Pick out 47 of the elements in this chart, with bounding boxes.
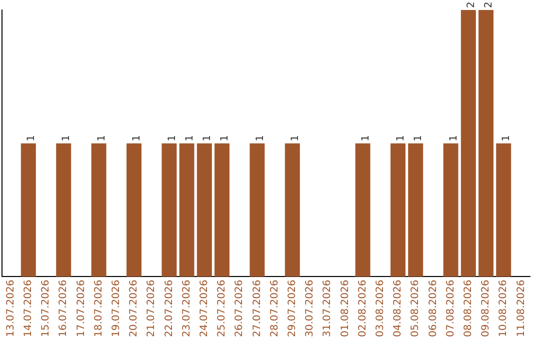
data-label: 2 [484, 2, 495, 8]
x-tick-label: 21.07.2026 [146, 280, 158, 338]
x-tick-label: 20.07.2026 [128, 280, 140, 338]
x-tick-label: 17.07.2026 [76, 280, 87, 338]
x-tick-label: 01.08.2026 [340, 280, 351, 338]
data-label: 1 [96, 134, 108, 142]
x-tick-label: 05.08.2026 [410, 280, 422, 338]
data-label: 1 [254, 134, 266, 142]
x-tick-label: 31.07.2026 [322, 280, 334, 338]
data-label: 1 [166, 134, 178, 142]
x-tick-label: 19.07.2026 [110, 280, 122, 338]
data-label: 1 [290, 134, 301, 142]
x-tick-label: 22.07.2026 [164, 280, 175, 338]
x-tick-label: 09.08.2026 [480, 280, 492, 338]
data-label: 2 [466, 2, 477, 8]
x-tick-label: 07.08.2026 [445, 280, 456, 338]
data-label: 1 [360, 134, 372, 142]
x-tick-label: 15.07.2026 [40, 280, 52, 338]
data-label: 1 [202, 134, 213, 142]
x-tick-label: 16.07.2026 [58, 280, 70, 338]
x-tick-label: 27.07.2026 [252, 280, 263, 338]
x-tick-label: 28.07.2026 [269, 280, 280, 338]
data-label: 1 [501, 134, 512, 142]
x-tick-label: 25.07.2026 [216, 280, 228, 338]
x-tick-label: 18.07.2026 [93, 280, 104, 338]
data-label: 1 [26, 134, 37, 142]
x-tick-label: 03.08.2026 [374, 280, 386, 338]
data-label: 1 [61, 134, 72, 142]
x-tick-label: 04.08.2026 [392, 280, 404, 338]
x-tick-label: 10.08.2026 [498, 280, 510, 338]
data-label: 1 [396, 134, 407, 142]
x-tick-label: 06.08.2026 [428, 280, 439, 338]
x-tick-label: 14.07.2026 [22, 280, 34, 338]
x-tick-label: 08.08.2026 [462, 280, 474, 338]
x-tick-label: 11.08.2026 [516, 280, 527, 338]
x-tick-label: 02.08.2026 [357, 280, 368, 338]
data-label: 1 [220, 134, 231, 142]
x-tick-label: 30.07.2026 [304, 280, 316, 338]
data-label: 1 [184, 134, 196, 142]
data-label: 1 [413, 134, 424, 142]
x-tick-label: 26.07.2026 [234, 280, 246, 338]
data-label: 1 [448, 134, 460, 142]
x-tick-label: 23.07.2026 [181, 280, 192, 338]
x-tick-label: 13.07.2026 [5, 280, 16, 338]
x-tick-label: 29.07.2026 [286, 280, 298, 338]
x-tick-label: 24.07.2026 [198, 280, 210, 338]
data-label: 1 [132, 134, 143, 142]
